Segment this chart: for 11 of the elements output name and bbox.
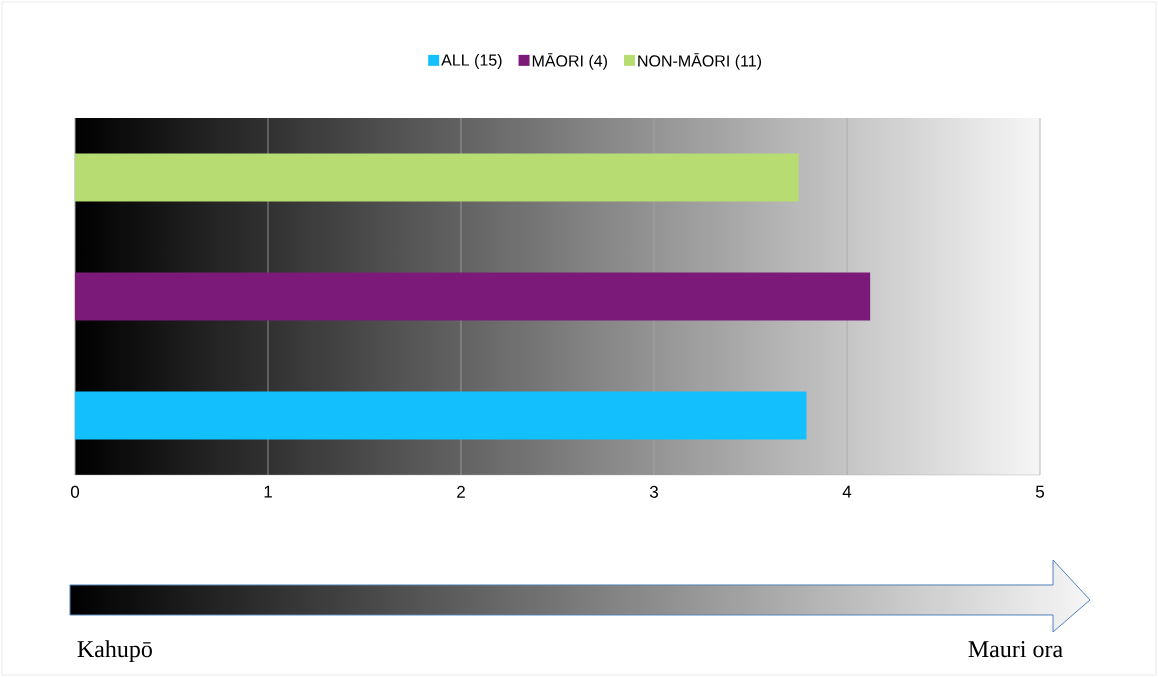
x-tick-label: 0 <box>70 485 80 498</box>
x-tick-label: 5 <box>1035 485 1045 498</box>
text: Mauri ora <box>968 641 1063 658</box>
x-tick-label: 2 <box>457 485 465 498</box>
legend-label: ALL (15) <box>441 54 502 69</box>
x-tick-label: 1 <box>264 485 272 498</box>
x-tick-label: 4 <box>842 485 852 498</box>
text: Kahupō <box>77 640 152 663</box>
legend-label: MĀORI (4) <box>532 53 607 70</box>
x-tick-label: 3 <box>649 485 658 498</box>
legend-label: NON-MĀORI (11) <box>638 53 762 70</box>
